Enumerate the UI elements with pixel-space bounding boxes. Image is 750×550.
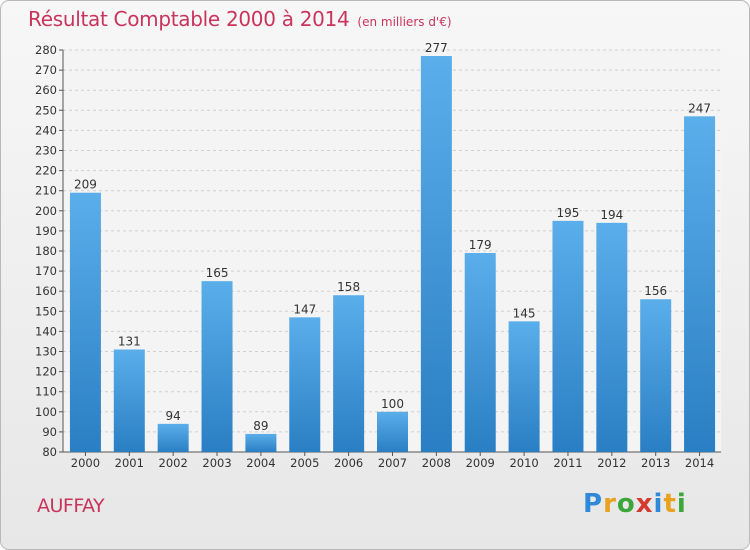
logo-letter: r xyxy=(603,489,617,519)
x-tick-label-2001: 2001 xyxy=(115,456,144,470)
bar-2011 xyxy=(552,220,584,452)
y-tick-label: 100 xyxy=(35,405,57,419)
y-tick-label: 150 xyxy=(35,304,57,318)
x-tick-label-2013: 2013 xyxy=(641,456,670,470)
chart-subtitle: (en milliers d'€) xyxy=(357,15,452,29)
data-label-2004: 89 xyxy=(253,419,268,433)
y-tick-label: 80 xyxy=(42,445,57,459)
data-label-2005: 147 xyxy=(293,302,316,316)
x-tick-label-2011: 2011 xyxy=(553,456,582,470)
x-tick-label-2010: 2010 xyxy=(509,456,538,470)
data-label-2010: 145 xyxy=(513,306,536,320)
x-tick-label-2002: 2002 xyxy=(159,456,188,470)
bar-2001 xyxy=(113,349,145,452)
x-tick-label-2012: 2012 xyxy=(597,456,626,470)
x-tick-label-2004: 2004 xyxy=(246,456,275,470)
bar-2004 xyxy=(245,433,277,452)
x-tick-label-2005: 2005 xyxy=(290,456,319,470)
chart-title-text: Résultat Comptable 2000 à 2014 xyxy=(28,7,350,31)
y-tick-label: 210 xyxy=(35,184,57,198)
y-tick-label: 90 xyxy=(42,425,57,439)
bar-2013 xyxy=(640,299,672,452)
x-tick-label-2009: 2009 xyxy=(466,456,495,470)
bar-2010 xyxy=(508,321,540,452)
data-label-2013: 156 xyxy=(644,284,667,298)
x-tick-label-2014: 2014 xyxy=(685,456,714,470)
bar-2008 xyxy=(420,56,452,452)
logo-letter: x xyxy=(635,489,654,519)
y-tick-label: 120 xyxy=(35,365,57,379)
data-label-2003: 165 xyxy=(206,266,229,280)
logo-letter: i xyxy=(653,489,664,519)
y-tick-label: 240 xyxy=(35,123,57,137)
data-label-2014: 247 xyxy=(688,101,711,115)
x-tick-label-2007: 2007 xyxy=(378,456,407,470)
location-label: AUFFAY xyxy=(37,495,105,517)
data-label-2007: 100 xyxy=(381,397,404,411)
bar-2007 xyxy=(377,411,408,452)
data-label-2000: 209 xyxy=(74,178,97,192)
data-label-2012: 194 xyxy=(600,208,623,222)
y-tick-label: 170 xyxy=(35,264,57,278)
bar-2005 xyxy=(289,317,321,452)
chart-title: Résultat Comptable 2000 à 2014 (en millie… xyxy=(28,7,452,31)
x-tick-label-2003: 2003 xyxy=(202,456,231,470)
data-label-2011: 195 xyxy=(557,206,580,220)
data-label-2002: 94 xyxy=(166,409,181,423)
y-tick-label: 270 xyxy=(35,63,57,77)
y-tick-label: 140 xyxy=(35,324,57,338)
logo-letter: P xyxy=(583,489,604,519)
bar-2000 xyxy=(69,192,101,452)
y-tick-label: 190 xyxy=(35,224,57,238)
bar-2009 xyxy=(464,253,496,452)
bar-2002 xyxy=(157,423,189,452)
y-tick-label: 260 xyxy=(35,83,57,97)
proxiti-logo: Proxiti xyxy=(583,489,687,519)
bar-2003 xyxy=(201,281,233,452)
y-tick-label: 160 xyxy=(35,284,57,298)
x-tick-label-2000: 2000 xyxy=(71,456,100,470)
x-tick-label-2006: 2006 xyxy=(334,456,363,470)
data-label-2006: 158 xyxy=(337,280,360,294)
logo-letter: i xyxy=(676,489,687,519)
y-tick-label: 200 xyxy=(35,204,57,218)
y-tick-label: 180 xyxy=(35,244,57,258)
y-tick-label: 250 xyxy=(35,103,57,117)
y-tick-label: 280 xyxy=(35,43,57,57)
bar-2006 xyxy=(333,295,365,452)
x-tick-label-2008: 2008 xyxy=(422,456,451,470)
data-label-2008: 277 xyxy=(425,41,448,55)
data-label-2009: 179 xyxy=(469,238,492,252)
logo-letter: o xyxy=(616,489,636,519)
y-tick-label: 130 xyxy=(35,345,57,359)
y-tick-label: 110 xyxy=(35,385,57,399)
data-label-2001: 131 xyxy=(118,334,141,348)
bar-2012 xyxy=(596,222,628,452)
y-tick-label: 220 xyxy=(35,164,57,178)
logo-letter: t xyxy=(663,489,677,519)
y-tick-label: 230 xyxy=(35,144,57,158)
bar-2014 xyxy=(684,116,716,452)
